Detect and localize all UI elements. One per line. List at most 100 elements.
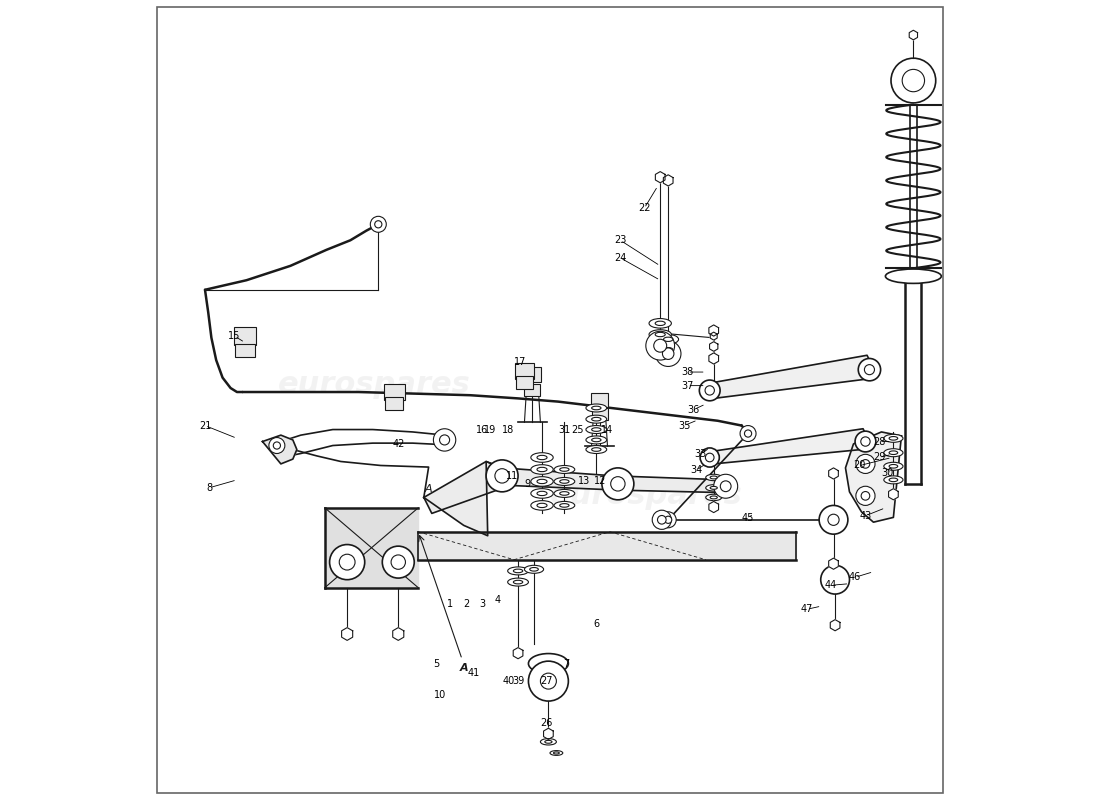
Text: 27: 27 <box>540 676 552 686</box>
Text: 16: 16 <box>476 426 488 435</box>
Text: 20: 20 <box>854 461 866 470</box>
Ellipse shape <box>531 465 553 474</box>
Ellipse shape <box>553 752 559 754</box>
Text: 26: 26 <box>540 718 552 729</box>
Polygon shape <box>342 628 353 640</box>
Polygon shape <box>830 620 840 630</box>
Text: 19: 19 <box>484 426 496 435</box>
Ellipse shape <box>560 480 569 483</box>
Ellipse shape <box>889 478 898 482</box>
Ellipse shape <box>537 491 547 495</box>
Text: 14: 14 <box>602 426 614 435</box>
Text: 7: 7 <box>563 658 569 669</box>
Ellipse shape <box>663 337 673 342</box>
Circle shape <box>858 358 881 381</box>
Bar <box>233 327 256 345</box>
Polygon shape <box>656 171 666 182</box>
Ellipse shape <box>560 504 569 507</box>
Text: A: A <box>425 485 432 494</box>
Bar <box>524 367 541 382</box>
Ellipse shape <box>656 321 666 326</box>
Text: 42: 42 <box>392 439 405 449</box>
Ellipse shape <box>554 490 575 498</box>
Ellipse shape <box>550 750 563 755</box>
Polygon shape <box>846 432 901 522</box>
Ellipse shape <box>656 332 666 337</box>
Text: 5: 5 <box>433 658 440 669</box>
Text: 41: 41 <box>468 668 481 678</box>
Bar <box>591 393 608 407</box>
Text: eurospares: eurospares <box>278 370 471 398</box>
Polygon shape <box>828 468 838 479</box>
Ellipse shape <box>586 426 607 434</box>
Text: 9: 9 <box>525 479 530 489</box>
Ellipse shape <box>560 468 569 471</box>
Text: 11: 11 <box>506 471 518 481</box>
Circle shape <box>720 481 732 492</box>
Ellipse shape <box>592 406 601 410</box>
Text: 25: 25 <box>572 426 584 435</box>
Bar <box>384 384 405 400</box>
Circle shape <box>440 435 450 445</box>
Ellipse shape <box>886 269 942 283</box>
Circle shape <box>855 431 876 452</box>
Circle shape <box>700 380 720 401</box>
Ellipse shape <box>889 437 898 440</box>
Circle shape <box>602 468 634 500</box>
Circle shape <box>861 491 870 500</box>
Circle shape <box>486 460 518 492</box>
Bar <box>515 363 534 379</box>
Ellipse shape <box>525 566 543 574</box>
Polygon shape <box>324 508 418 588</box>
Circle shape <box>865 365 874 374</box>
Ellipse shape <box>531 501 553 510</box>
Ellipse shape <box>540 738 557 745</box>
Polygon shape <box>393 628 404 640</box>
Text: 4: 4 <box>495 594 502 605</box>
Circle shape <box>375 221 382 228</box>
Polygon shape <box>889 489 899 500</box>
Ellipse shape <box>649 318 671 328</box>
Circle shape <box>705 386 714 395</box>
Circle shape <box>820 506 848 534</box>
Ellipse shape <box>663 347 673 352</box>
Circle shape <box>652 510 671 530</box>
Ellipse shape <box>528 654 569 674</box>
Circle shape <box>646 331 674 360</box>
Ellipse shape <box>586 446 607 454</box>
Text: A: A <box>460 662 469 673</box>
Text: 6: 6 <box>593 618 600 629</box>
Text: 31: 31 <box>558 426 571 435</box>
Text: 12: 12 <box>594 477 606 486</box>
Circle shape <box>656 341 681 366</box>
Ellipse shape <box>883 449 903 457</box>
Polygon shape <box>708 325 718 336</box>
Bar <box>385 397 403 410</box>
Ellipse shape <box>883 434 903 442</box>
Bar <box>516 376 534 389</box>
Text: 30: 30 <box>881 469 893 478</box>
Polygon shape <box>663 174 673 186</box>
Circle shape <box>660 512 676 528</box>
Circle shape <box>339 554 355 570</box>
Text: 34: 34 <box>690 466 702 475</box>
Ellipse shape <box>537 503 547 507</box>
Ellipse shape <box>658 334 679 344</box>
Text: 45: 45 <box>741 513 755 523</box>
Text: 38: 38 <box>681 367 693 377</box>
Ellipse shape <box>711 486 717 490</box>
Ellipse shape <box>554 502 575 510</box>
Text: 1: 1 <box>447 598 453 609</box>
Text: 23: 23 <box>614 235 627 246</box>
Polygon shape <box>828 558 838 570</box>
Circle shape <box>268 438 285 454</box>
Text: 36: 36 <box>688 405 700 414</box>
Circle shape <box>745 430 751 437</box>
Ellipse shape <box>883 462 903 470</box>
Circle shape <box>433 429 455 451</box>
Circle shape <box>528 661 569 701</box>
Ellipse shape <box>508 567 528 575</box>
Polygon shape <box>418 532 796 560</box>
Ellipse shape <box>592 438 601 442</box>
Text: 43: 43 <box>859 510 871 521</box>
